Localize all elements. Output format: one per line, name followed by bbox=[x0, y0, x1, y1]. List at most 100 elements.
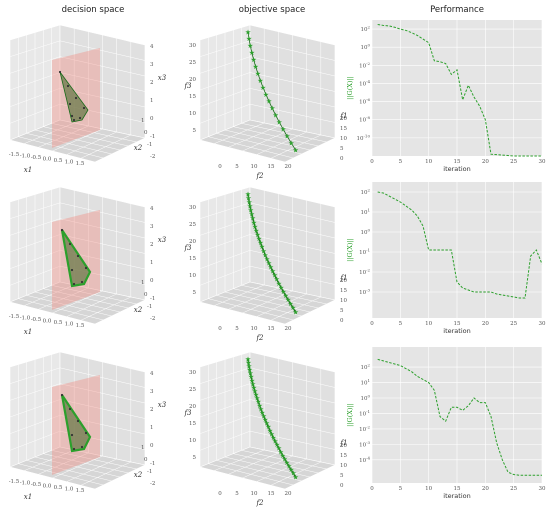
pareto-star: ★ bbox=[251, 384, 257, 392]
f1-tick: 5 bbox=[340, 146, 344, 152]
x2-tick: 0 bbox=[144, 130, 148, 136]
sample-point bbox=[70, 433, 74, 437]
x3-tick: 4 bbox=[150, 44, 154, 50]
x3-tick: 1 bbox=[150, 425, 154, 431]
pareto-star: ★ bbox=[249, 211, 255, 219]
f1-tick: 10 bbox=[340, 298, 347, 304]
x3-label: x3 bbox=[158, 236, 167, 244]
sample-point bbox=[76, 419, 80, 423]
pareto-star: ★ bbox=[265, 423, 271, 431]
sample-point bbox=[84, 431, 88, 435]
x2-label: x2 bbox=[134, 471, 143, 479]
x3-tick: 0 bbox=[150, 278, 154, 284]
f2-label: f2 bbox=[255, 499, 264, 507]
y-tick: 10-1 bbox=[359, 248, 370, 257]
pareto-star: ★ bbox=[287, 300, 293, 308]
x-tick: 0 bbox=[370, 321, 374, 327]
x1-tick: -0.5 bbox=[31, 482, 42, 488]
x-tick: 20 bbox=[482, 159, 489, 165]
x1-tick: -1.5 bbox=[9, 479, 20, 485]
pareto-star: ★ bbox=[246, 35, 252, 43]
f1-tick: 5 bbox=[340, 308, 344, 314]
y-tick: 10-2 bbox=[359, 424, 370, 433]
performance-panel-3: 0 5 10 15 20 25 30 102 101 100 10-1 10-2 10-3 10-4 ite… bbox=[346, 347, 546, 500]
y-tick: 10-3 bbox=[359, 440, 370, 449]
x-tick: 20 bbox=[482, 486, 489, 492]
f1-tick: 15 bbox=[340, 288, 347, 294]
y-axis-label: ||G(X)|| bbox=[346, 76, 354, 100]
x1-tick: 1.5 bbox=[76, 488, 85, 494]
x3-tick: 1 bbox=[150, 260, 154, 266]
y-tick: 10-4 bbox=[359, 455, 370, 464]
pareto-front-line bbox=[247, 358, 297, 478]
x3-tick: 2 bbox=[150, 80, 154, 86]
f2-tick: 5 bbox=[235, 326, 239, 332]
pareto-star: ★ bbox=[270, 434, 276, 442]
x3-tick: 0 bbox=[150, 116, 154, 122]
f2-tick: 20 bbox=[285, 491, 292, 497]
x1-tick: -1.5 bbox=[9, 152, 20, 158]
pareto-star: ★ bbox=[245, 355, 251, 363]
pareto-star: ★ bbox=[276, 445, 282, 453]
x1-label: x1 bbox=[24, 328, 32, 336]
sample-point bbox=[60, 393, 64, 397]
x-tick: 25 bbox=[510, 321, 517, 327]
y-tick: 100 bbox=[360, 228, 370, 237]
f1-label: f1 bbox=[339, 112, 347, 120]
gridline bbox=[51, 123, 137, 143]
pareto-star: ★ bbox=[286, 463, 292, 471]
pareto-star: ★ bbox=[292, 308, 298, 316]
sample-point bbox=[82, 106, 86, 110]
pareto-star: ★ bbox=[261, 413, 267, 421]
x3-tick: 3 bbox=[150, 389, 154, 395]
pareto-star: ★ bbox=[260, 84, 266, 92]
f3-tick: 30 bbox=[189, 43, 196, 49]
x1-tick: 0.5 bbox=[54, 158, 63, 164]
x1-tick: 0.0 bbox=[43, 157, 52, 163]
pareto-star: ★ bbox=[269, 105, 275, 113]
pareto-star: ★ bbox=[259, 243, 265, 251]
x-axis-label: iteration bbox=[443, 327, 470, 335]
x1-tick: 1.0 bbox=[65, 487, 74, 493]
x2-tick: -1 bbox=[147, 469, 152, 475]
y-tick: 101 bbox=[360, 208, 370, 217]
f3-tick: 20 bbox=[189, 404, 196, 410]
y-tick: 10-2 bbox=[359, 61, 370, 70]
pareto-star: ★ bbox=[257, 77, 263, 85]
sample-point bbox=[60, 228, 64, 232]
sample-point bbox=[68, 407, 72, 411]
y-tick: 100 bbox=[360, 43, 370, 52]
x-tick: 20 bbox=[482, 321, 489, 327]
x-tick: 30 bbox=[539, 486, 546, 492]
f3-tick: 15 bbox=[189, 94, 196, 100]
x2-tick: 1 bbox=[141, 118, 145, 124]
pareto-star: ★ bbox=[284, 459, 290, 467]
x-axis-label: iteration bbox=[443, 492, 470, 500]
x3-tick: -1 bbox=[150, 296, 155, 302]
gridline bbox=[241, 285, 327, 305]
y-tick: 10-8 bbox=[359, 115, 370, 124]
f2-tick: 0 bbox=[218, 326, 222, 332]
x3-tick: -1 bbox=[150, 134, 155, 140]
x1-tick: 1.0 bbox=[65, 160, 74, 166]
x-tick: 0 bbox=[370, 486, 374, 492]
performance-panel-2: 0 5 10 15 20 25 30 102 101 100 10-1 10-2 10-3 iterati… bbox=[346, 182, 546, 335]
x3-label: x3 bbox=[158, 401, 167, 409]
pareto-star: ★ bbox=[290, 304, 296, 312]
pareto-star: ★ bbox=[248, 373, 254, 381]
x3-tick: 4 bbox=[150, 206, 154, 212]
pareto-star: ★ bbox=[280, 452, 286, 460]
f2-tick: 5 bbox=[235, 491, 239, 497]
x1-tick: 0.0 bbox=[43, 319, 52, 325]
objective-panel-3: ★★★★★★★★★★★★★★★★★★★★★★★★★★★★★★★★★★0 5 10 15… bbox=[183, 351, 348, 507]
decision-panel-1: -1.5 -1.0 -0.5 0.0 0.5 1.0 1.5-2-101-101234x1x… bbox=[9, 24, 167, 174]
x-tick: 10 bbox=[425, 486, 432, 492]
sample-point bbox=[74, 96, 78, 100]
series-line bbox=[377, 358, 542, 476]
f2-tick: 20 bbox=[285, 326, 292, 332]
f3-tick: 20 bbox=[189, 77, 196, 83]
pareto-star: ★ bbox=[255, 70, 261, 78]
x3-label: x3 bbox=[158, 74, 167, 82]
x2-tick: 1 bbox=[141, 445, 145, 451]
